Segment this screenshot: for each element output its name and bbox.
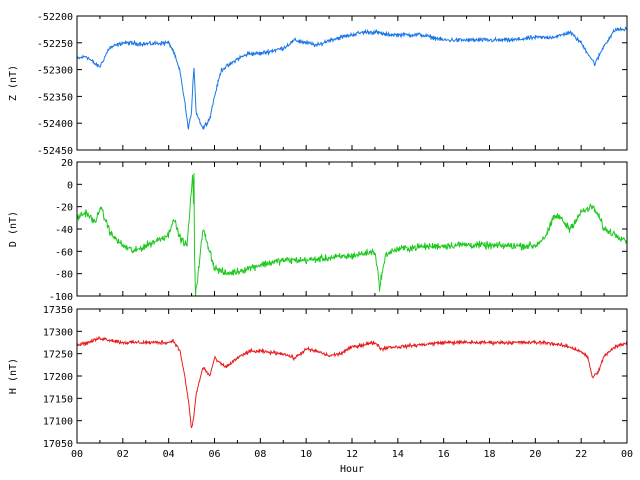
x-tick-label: 08	[254, 449, 266, 460]
y-tick-label: 17050	[43, 439, 73, 450]
plot-frame-3	[76, 308, 628, 444]
y-tick-label: -52350	[37, 92, 73, 103]
plot-frame-1	[76, 15, 628, 151]
y-tick-label: 17300	[43, 327, 73, 338]
y-tick-label: 20	[61, 158, 73, 169]
y-tick-label: 0	[67, 180, 73, 191]
y-tick-label: -80	[55, 270, 73, 281]
y-tick-label: -52300	[37, 66, 73, 77]
series-line-2	[76, 173, 628, 297]
x-tick-label: 20	[529, 449, 541, 460]
x-tick-label: 12	[346, 449, 358, 460]
y-tick-label: 17150	[43, 394, 73, 405]
x-tick-label: 22	[575, 449, 587, 460]
y-tick-label: -52400	[37, 119, 73, 130]
y-tick-label: -40	[55, 225, 73, 236]
y-tick-label: 17250	[43, 350, 73, 361]
y-tick-label: -100	[49, 292, 73, 303]
y-tick-label: 17350	[43, 305, 73, 316]
x-tick-label: 02	[117, 449, 129, 460]
y-tick-label: -52200	[37, 12, 73, 23]
y-tick-label: 17100	[43, 417, 73, 428]
series-line-3	[76, 336, 628, 429]
y-axis-label-1: Z (nT)	[8, 65, 19, 101]
y-axis-label-3: H (nT)	[8, 358, 19, 394]
x-tick-label: 18	[483, 449, 495, 460]
y-tick-label: -60	[55, 247, 73, 258]
x-tick-label: 00	[621, 449, 633, 460]
x-tick-label: 04	[163, 449, 175, 460]
y-tick-label: -20	[55, 203, 73, 214]
x-tick-label: 16	[438, 449, 450, 460]
x-tick-label: 10	[300, 449, 312, 460]
y-tick-label: -52250	[37, 39, 73, 50]
x-axis-label: Hour	[340, 464, 364, 475]
x-tick-label: 14	[392, 449, 404, 460]
x-tick-label: 06	[208, 449, 220, 460]
y-tick-label: 17200	[43, 372, 73, 383]
y-tick-label: -52450	[37, 146, 73, 157]
series-line-1	[76, 26, 628, 130]
plot-frame-2	[76, 161, 628, 297]
y-axis-label-2: D (nT)	[8, 211, 19, 247]
x-tick-label: 00	[71, 449, 83, 460]
